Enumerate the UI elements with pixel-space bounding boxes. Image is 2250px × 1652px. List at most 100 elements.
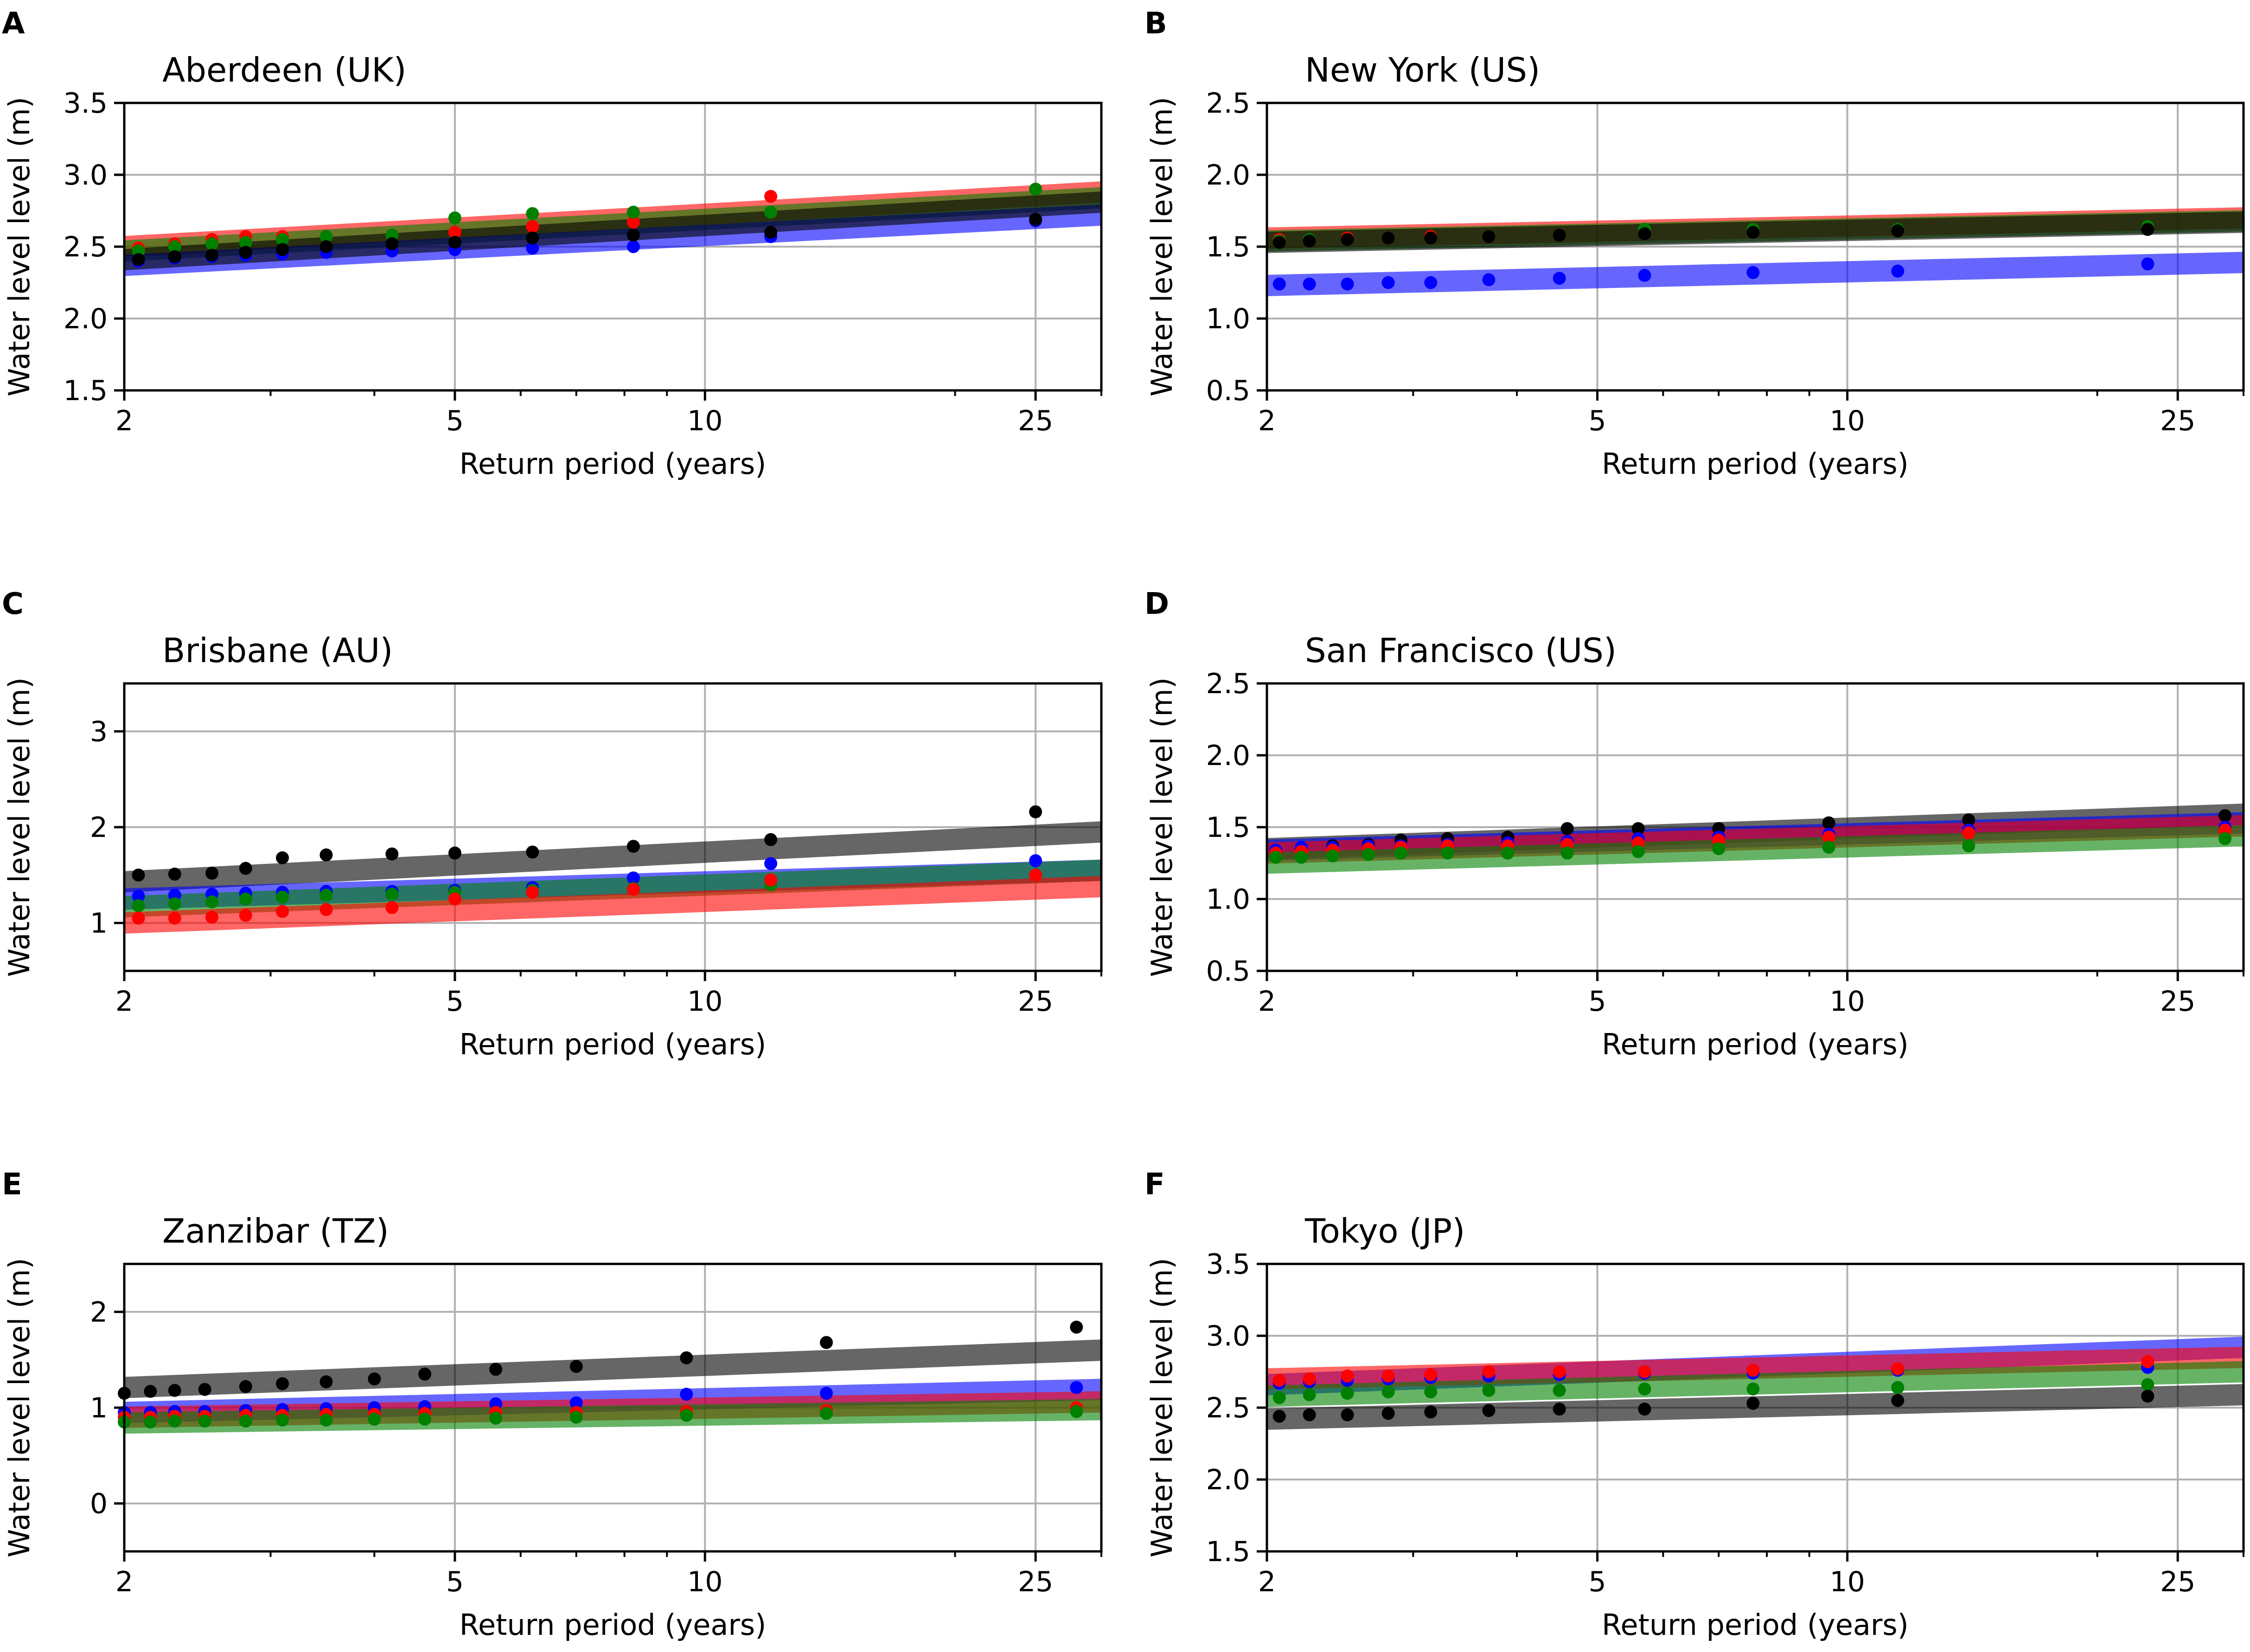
y-tick-label: 1	[90, 907, 108, 940]
data-point-black	[239, 246, 252, 259]
data-point-green	[626, 205, 640, 219]
y-axis-label: Water level level (m)	[2, 97, 36, 396]
data-point-black	[1822, 816, 1835, 829]
data-point-blue	[1070, 1381, 1083, 1394]
panel-letter: D	[1144, 587, 1169, 621]
data-point-black	[2218, 809, 2232, 823]
panel-title: Tokyo (JP)	[1304, 1212, 1465, 1250]
data-point-black	[448, 236, 461, 249]
data-point-blue	[569, 1396, 583, 1410]
y-tick-label: 2.0	[1206, 159, 1250, 191]
data-point-black	[626, 229, 640, 242]
x-tick-label: 5	[446, 405, 464, 437]
data-point-blue	[1272, 277, 1286, 291]
data-point-red	[1381, 1369, 1395, 1383]
data-point-red	[1638, 1365, 1651, 1378]
data-point-black	[1381, 1407, 1395, 1420]
data-point-black	[320, 848, 333, 861]
data-point-green	[275, 233, 289, 246]
data-point-blue	[680, 1388, 693, 1401]
data-point-green	[320, 1413, 333, 1427]
data-point-green	[1441, 846, 1454, 860]
data-point-green	[1341, 1387, 1354, 1400]
data-point-red	[2141, 1355, 2154, 1368]
data-point-black	[1424, 1405, 1438, 1419]
fit-band-green	[1266, 825, 2244, 874]
panel-letter: A	[2, 6, 25, 41]
data-point-blue	[1341, 277, 1354, 291]
x-tick-label: 10	[687, 1566, 722, 1598]
data-point-blue	[1482, 273, 1496, 287]
data-point-black	[1553, 229, 1566, 242]
data-point-black	[1272, 1410, 1286, 1423]
data-point-green	[1482, 1384, 1496, 1397]
data-point-green	[239, 893, 252, 906]
data-point-green	[1822, 841, 1835, 854]
data-point-green	[1362, 848, 1375, 861]
data-point-black	[418, 1367, 432, 1381]
data-point-red	[320, 903, 333, 916]
data-point-black	[168, 1384, 181, 1397]
data-point-green	[1269, 851, 1283, 864]
data-point-green	[239, 236, 252, 249]
data-point-green	[764, 205, 778, 219]
data-point-red	[764, 190, 778, 203]
data-point-blue	[2141, 257, 2154, 271]
x-tick-label: 25	[1018, 1566, 1053, 1598]
data-point-blue	[1891, 264, 1905, 278]
y-axis-label: Water level level (m)	[2, 1258, 36, 1557]
y-tick-label: 3	[90, 715, 108, 748]
x-axis-label: Return period (years)	[460, 447, 767, 481]
data-point-black	[385, 237, 399, 250]
x-tick-label: 25	[2160, 405, 2195, 437]
data-point-blue	[626, 871, 640, 885]
data-point-red	[448, 226, 461, 239]
data-point-black	[275, 243, 289, 256]
y-tick-label: 2	[90, 1296, 108, 1328]
data-point-red	[1822, 830, 1835, 844]
data-point-black	[1638, 1403, 1651, 1416]
data-point-black	[144, 1384, 157, 1398]
panel-letter: B	[1144, 6, 1167, 41]
x-axis-label: Return period (years)	[1602, 447, 1909, 481]
data-point-green	[2218, 832, 2232, 845]
data-point-green	[569, 1410, 583, 1424]
data-point-black	[2141, 1390, 2154, 1403]
data-point-black	[1029, 805, 1042, 818]
y-tick-label: 3.0	[64, 159, 108, 191]
data-point-green	[680, 1409, 693, 1422]
data-point-green	[275, 1413, 289, 1427]
data-point-black	[1482, 1404, 1496, 1417]
data-point-green	[1394, 846, 1407, 860]
data-point-green	[489, 1411, 503, 1425]
data-point-black	[1303, 234, 1316, 248]
data-point-green	[526, 207, 539, 220]
data-point-green	[132, 899, 145, 912]
x-axis-label: Return period (years)	[1602, 1608, 1909, 1642]
data-point-green	[1381, 1385, 1395, 1398]
data-point-red	[1029, 868, 1042, 882]
y-tick-label: 1.0	[1206, 883, 1250, 916]
y-tick-label: 3.5	[1206, 1248, 1250, 1281]
data-point-green	[1553, 1384, 1566, 1397]
data-point-black	[132, 868, 145, 882]
data-point-black	[1746, 1397, 1760, 1410]
data-point-green	[144, 1416, 157, 1429]
data-point-green	[1560, 846, 1574, 860]
data-point-green	[1501, 846, 1515, 860]
data-point-blue	[1553, 272, 1566, 285]
data-point-green	[239, 1414, 252, 1428]
y-tick-label: 1.5	[1206, 1536, 1250, 1568]
data-point-red	[275, 905, 289, 918]
y-tick-label: 0.5	[1206, 955, 1250, 988]
data-point-blue	[1029, 854, 1042, 867]
data-point-black	[239, 1380, 252, 1393]
data-point-red	[132, 912, 145, 925]
data-point-black	[168, 867, 181, 881]
data-point-black	[680, 1351, 693, 1365]
data-point-red	[1746, 1364, 1760, 1377]
x-tick-label: 10	[1829, 1566, 1865, 1598]
data-point-red	[168, 912, 181, 925]
x-axis-label: Return period (years)	[460, 1608, 767, 1642]
